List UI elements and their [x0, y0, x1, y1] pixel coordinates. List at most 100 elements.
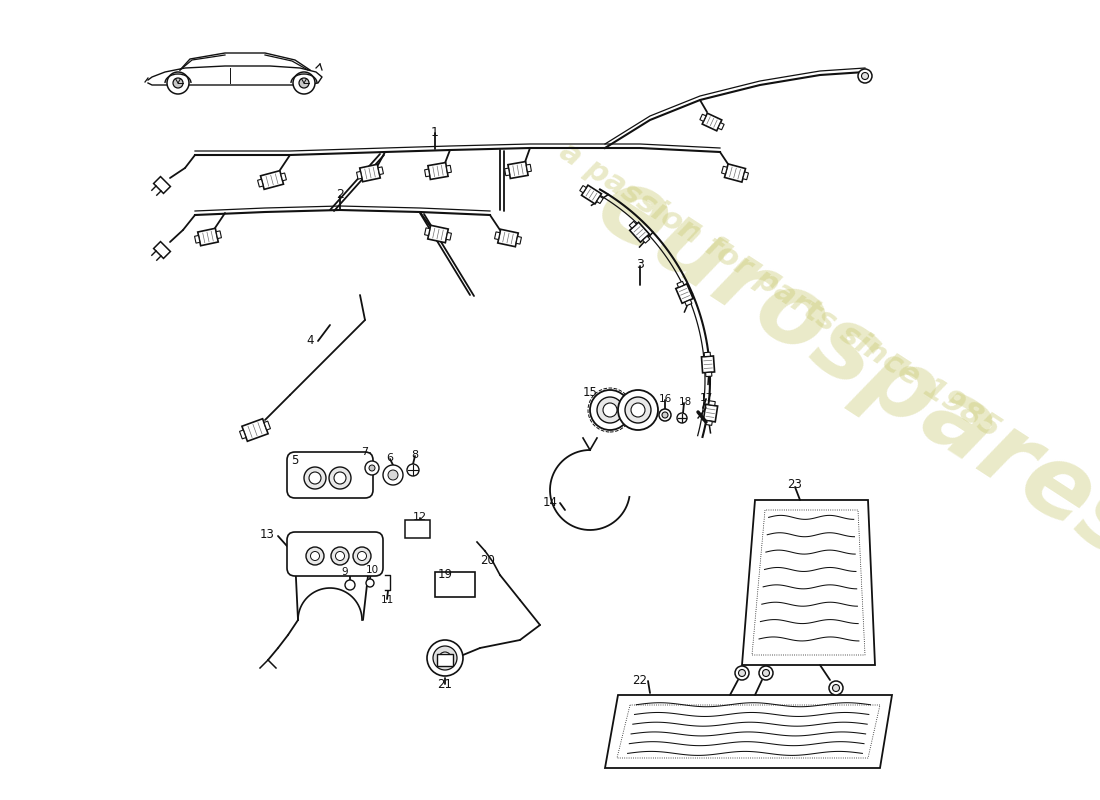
Text: 10: 10	[365, 565, 378, 575]
Polygon shape	[629, 222, 637, 228]
Circle shape	[293, 72, 315, 94]
Circle shape	[603, 403, 617, 417]
Polygon shape	[242, 418, 268, 442]
Polygon shape	[447, 233, 451, 240]
Circle shape	[306, 547, 324, 565]
Circle shape	[833, 685, 839, 691]
Text: 13: 13	[260, 529, 274, 542]
Circle shape	[829, 681, 843, 695]
Polygon shape	[718, 122, 724, 130]
Polygon shape	[742, 172, 748, 180]
Circle shape	[858, 69, 872, 83]
Polygon shape	[526, 164, 531, 172]
Circle shape	[427, 640, 463, 676]
Polygon shape	[425, 169, 430, 177]
Text: 21: 21	[438, 678, 452, 691]
Circle shape	[861, 73, 869, 79]
Bar	[437, 654, 453, 666]
Polygon shape	[722, 166, 727, 174]
Text: 2: 2	[337, 189, 344, 202]
Circle shape	[304, 467, 326, 489]
Circle shape	[759, 666, 773, 680]
Polygon shape	[596, 196, 603, 203]
Circle shape	[735, 666, 749, 680]
Polygon shape	[495, 232, 499, 239]
Circle shape	[433, 646, 456, 670]
Circle shape	[368, 465, 375, 471]
Text: 12: 12	[412, 512, 427, 522]
Circle shape	[407, 464, 419, 476]
Circle shape	[618, 390, 658, 430]
Text: 15: 15	[583, 386, 597, 399]
Polygon shape	[257, 179, 263, 187]
Circle shape	[383, 465, 403, 485]
Polygon shape	[360, 164, 381, 182]
Polygon shape	[240, 430, 246, 439]
Circle shape	[631, 403, 645, 417]
Text: 14: 14	[542, 495, 558, 509]
Polygon shape	[428, 162, 448, 179]
Circle shape	[336, 551, 344, 561]
Text: 3: 3	[636, 258, 644, 271]
Circle shape	[345, 580, 355, 590]
Circle shape	[388, 470, 398, 480]
Polygon shape	[700, 114, 706, 122]
Circle shape	[366, 579, 374, 587]
Text: eurospares: eurospares	[579, 157, 1100, 583]
Bar	[434, 572, 475, 597]
Circle shape	[173, 78, 183, 88]
Polygon shape	[706, 421, 713, 426]
Polygon shape	[685, 300, 692, 306]
Polygon shape	[675, 284, 693, 303]
Text: 1: 1	[431, 126, 439, 138]
Polygon shape	[425, 228, 430, 235]
Polygon shape	[216, 231, 221, 238]
Polygon shape	[676, 282, 684, 287]
Circle shape	[597, 397, 623, 423]
Text: 7: 7	[362, 447, 369, 457]
Text: 5: 5	[292, 454, 299, 466]
Polygon shape	[703, 404, 717, 422]
Text: 19: 19	[438, 567, 452, 581]
Circle shape	[365, 461, 380, 475]
Polygon shape	[725, 164, 746, 182]
Polygon shape	[708, 401, 715, 406]
Circle shape	[299, 78, 309, 88]
Circle shape	[358, 551, 366, 561]
Polygon shape	[447, 166, 451, 173]
Polygon shape	[508, 162, 528, 178]
Text: 11: 11	[381, 595, 394, 605]
Polygon shape	[582, 185, 602, 204]
Polygon shape	[154, 177, 170, 194]
Polygon shape	[378, 167, 384, 174]
Circle shape	[353, 547, 371, 565]
Polygon shape	[629, 222, 649, 242]
Polygon shape	[428, 226, 449, 242]
Circle shape	[590, 390, 630, 430]
Circle shape	[762, 670, 770, 677]
Polygon shape	[154, 242, 170, 258]
Polygon shape	[516, 237, 521, 244]
Circle shape	[659, 409, 671, 421]
Polygon shape	[280, 173, 286, 181]
Circle shape	[167, 72, 189, 94]
Text: 9: 9	[342, 567, 349, 577]
Polygon shape	[198, 228, 218, 246]
Text: 6: 6	[386, 453, 394, 463]
FancyBboxPatch shape	[287, 452, 373, 498]
Circle shape	[331, 547, 349, 565]
Polygon shape	[356, 171, 362, 179]
Circle shape	[738, 670, 746, 677]
Circle shape	[309, 472, 321, 484]
Text: 18: 18	[679, 397, 692, 407]
Polygon shape	[580, 186, 586, 193]
Text: 4: 4	[306, 334, 313, 346]
Circle shape	[310, 551, 319, 561]
Polygon shape	[261, 170, 284, 190]
Polygon shape	[702, 356, 715, 373]
Text: 23: 23	[788, 478, 802, 491]
Circle shape	[439, 652, 451, 664]
Polygon shape	[705, 372, 712, 377]
FancyBboxPatch shape	[287, 532, 383, 576]
Text: 16: 16	[659, 394, 672, 404]
